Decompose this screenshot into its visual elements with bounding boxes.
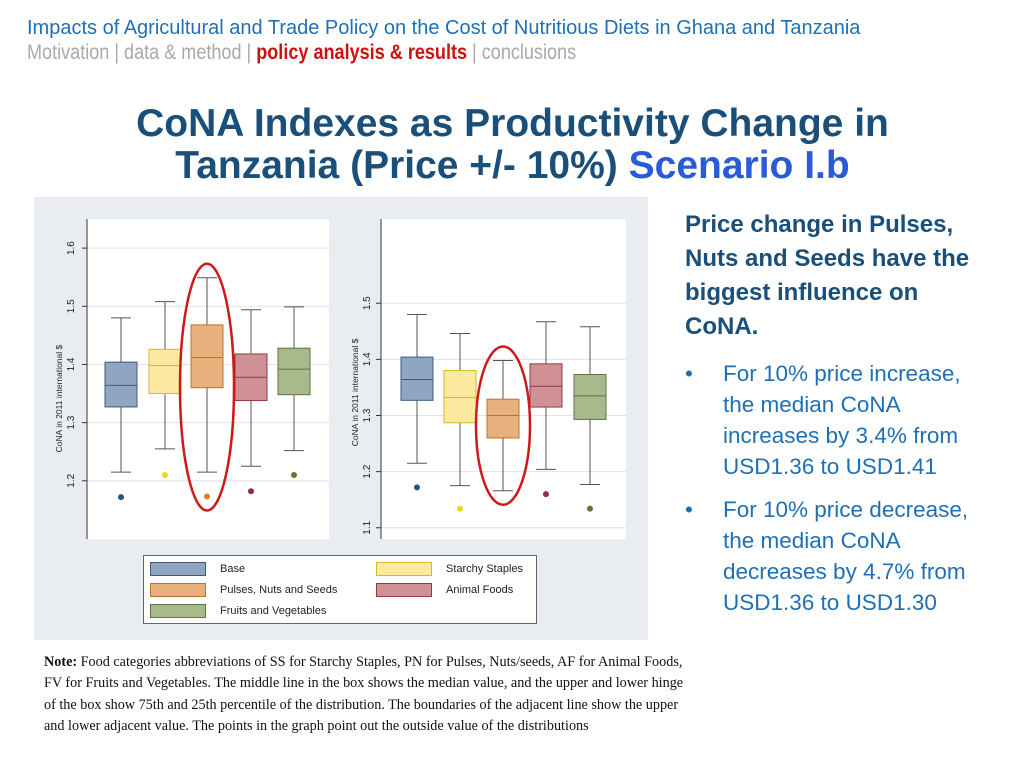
y-tick-label: 1.5 xyxy=(66,299,77,313)
chart-area: 1.2 1.3 1.4 1.5 1.6 CoNA in 2011 internationa… xyxy=(34,197,648,640)
bullet-price-decrease: • For 10% price decrease, the median CoN… xyxy=(685,494,995,618)
outlier-point xyxy=(291,472,297,478)
box xyxy=(443,370,477,424)
nav-separator: | xyxy=(109,41,125,64)
highlight-ellipse xyxy=(178,262,236,512)
legend-label-base: Base xyxy=(220,563,246,575)
outlier-point xyxy=(587,505,593,512)
outlier-point xyxy=(248,488,254,495)
highlight-ellipse xyxy=(474,345,532,506)
box xyxy=(573,374,607,420)
note-text: Food categories abbreviations of SS for … xyxy=(44,654,684,734)
y-axis-label: CoNA in 2011 international $ xyxy=(54,344,64,452)
outlier-point xyxy=(118,494,124,501)
legend-item-fruits-vegetables: Fruits and Vegetables xyxy=(150,602,326,620)
legend-swatch-base xyxy=(150,562,206,576)
slide-title-accent: Scenario I.b xyxy=(628,144,850,187)
box xyxy=(529,363,563,408)
legend-item-animal-foods: Animal Foods xyxy=(376,581,513,599)
y-tick-label: 1.3 xyxy=(66,415,77,429)
y-tick-label: 1.4 xyxy=(362,352,373,366)
y-axis-label: CoNA in 2011 international $ xyxy=(350,338,360,446)
side-heading: Price change in Pulses, Nuts and Seeds h… xyxy=(685,211,970,340)
chart-legend: Base Starchy Staples Pulses, Nuts and Se… xyxy=(143,555,537,624)
bullet-marker: • xyxy=(685,497,693,522)
outlier-point xyxy=(162,472,168,478)
slide-title-main: CoNA Indexes as Productivity Change in T… xyxy=(136,102,889,187)
bullet-text: For 10% price increase, the median CoNA … xyxy=(723,361,961,479)
slide-title: CoNA Indexes as Productivity Change in T… xyxy=(60,103,965,187)
nav-separator: | xyxy=(241,41,257,64)
boxplot-charts: 1.2 1.3 1.4 1.5 1.6 CoNA in 2011 internationa… xyxy=(54,219,626,539)
legend-label-pulses-nuts-seeds: Pulses, Nuts and Seeds xyxy=(220,584,338,596)
y-tick-label: 1.4 xyxy=(66,357,77,371)
note-label: Note: xyxy=(44,654,78,670)
section-nav: Motivation | data & method | policy anal… xyxy=(27,41,576,65)
box xyxy=(400,356,434,401)
legend-label-starchy-staples: Starchy Staples xyxy=(446,563,524,575)
bullet-price-increase: • For 10% price increase, the median CoN… xyxy=(685,358,995,482)
y-tick-label: 1.1 xyxy=(362,520,373,534)
outlier-point xyxy=(204,493,210,500)
nav-separator: | xyxy=(467,41,482,64)
outlier-point xyxy=(543,491,549,498)
outlier-point xyxy=(414,484,420,491)
footnote: Note: Food categories abbreviations of S… xyxy=(44,652,694,737)
bullet-marker: • xyxy=(685,361,693,386)
legend-swatch-fruits-vegetables xyxy=(150,604,206,618)
bullet-list: • For 10% price increase, the median CoN… xyxy=(685,358,995,618)
header-title: Impacts of Agricultural and Trade Policy… xyxy=(27,17,861,39)
y-tick-label: 1.6 xyxy=(66,241,77,255)
legend-item-starchy-staples: Starchy Staples xyxy=(376,560,523,578)
legend-label-fruits-vegetables: Fruits and Vegetables xyxy=(220,605,327,617)
y-tick-label: 1.2 xyxy=(362,464,373,478)
y-tick-label: 1.5 xyxy=(362,296,373,310)
box xyxy=(190,324,224,389)
y-tick-label: 1.2 xyxy=(66,473,77,487)
side-panel: Price change in Pulses, Nuts and Seeds h… xyxy=(685,208,995,630)
legend-swatch-pulses-nuts-seeds xyxy=(150,583,206,597)
legend-label-animal-foods: Animal Foods xyxy=(446,584,514,596)
y-tick-label: 1.3 xyxy=(362,408,373,422)
nav-item-conclusions[interactable]: conclusions xyxy=(481,41,577,64)
legend-swatch-starchy-staples xyxy=(376,562,432,576)
nav-item-data-method[interactable]: data & method xyxy=(124,41,242,64)
box xyxy=(148,348,182,395)
box xyxy=(486,398,520,439)
nav-item-motivation[interactable]: Motivation xyxy=(27,41,110,64)
nav-item-policy-analysis-results[interactable]: policy analysis & results xyxy=(256,41,468,64)
box xyxy=(104,361,138,408)
bullet-text: For 10% price decrease, the median CoNA … xyxy=(723,497,969,615)
legend-item-base: Base xyxy=(150,560,245,578)
legend-item-pulses-nuts-seeds: Pulses, Nuts and Seeds xyxy=(150,581,337,599)
box xyxy=(277,347,311,396)
legend-swatch-animal-foods xyxy=(376,583,432,597)
outlier-point xyxy=(457,505,463,512)
